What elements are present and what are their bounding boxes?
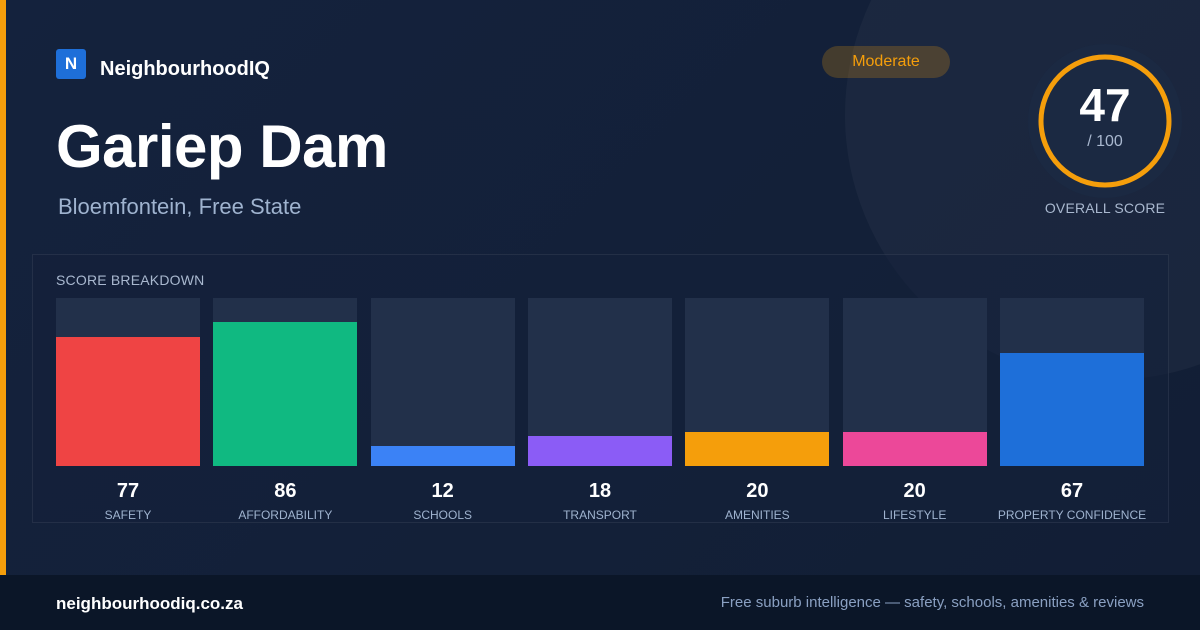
bar-label: AMENITIES	[724, 508, 790, 522]
brand: N NeighbourhoodIQ	[56, 46, 270, 81]
bar-label: PROPERTY CONFIDENCE	[997, 508, 1147, 522]
bar-track	[1000, 298, 1144, 466]
bar-track	[370, 298, 515, 466]
bar-value: 20	[903, 480, 926, 502]
bar-fill	[1000, 353, 1144, 466]
overall-score-denominator: / 100	[1087, 133, 1123, 150]
bar-label: AFFORDABILITY	[238, 508, 333, 522]
bar-column-schools: 12 SCHOOLS	[370, 298, 515, 524]
bar-track	[685, 298, 830, 466]
bar-value: 20	[746, 480, 769, 502]
bar-value: 77	[116, 480, 140, 502]
bar-fill	[56, 337, 200, 466]
bar-column-amenities: 20 AMENITIES	[685, 298, 830, 524]
footer-url: neighbourhoodiq.co.za	[56, 594, 243, 613]
bar-track	[56, 298, 200, 466]
brand-name: NeighbourhoodIQ	[100, 58, 270, 80]
overall-score-value: 47	[1079, 79, 1131, 131]
bar-column-affordability: 86 AFFORDABILITY	[213, 298, 358, 524]
accent-bar	[0, 0, 6, 575]
bar-value: 67	[1060, 480, 1084, 502]
bar-value: 18	[588, 480, 612, 502]
bar-value: 12	[431, 480, 454, 502]
bar-fill	[685, 432, 830, 466]
share-card: N NeighbourhoodIQ Gariep Dam Bloemfontei…	[0, 0, 1200, 575]
bar-track	[213, 298, 358, 466]
bar-value: 86	[274, 480, 297, 502]
bar-label: TRANSPORT	[563, 508, 637, 522]
suburb-subtitle: Bloemfontein, Free State	[58, 194, 302, 219]
score-breakdown-title: SCORE BREAKDOWN	[56, 272, 205, 288]
overall-score-label: OVERALL SCORE	[1044, 200, 1166, 216]
bar-fill	[370, 446, 515, 466]
score-breakdown-bars: 77 SAFETY 86 AFFORDABILITY 12 SCHOOLS 18 TRANSP…	[56, 298, 1146, 524]
bar-column-safety: 77 SAFETY	[56, 298, 200, 524]
bar-fill	[528, 436, 672, 466]
brand-logo-icon: N	[56, 48, 86, 79]
overall-score-gauge: 47 / 100	[1028, 44, 1182, 198]
footer-tagline: Free suburb intelligence — safety, schoo…	[720, 594, 1144, 611]
rating-badge: Moderate	[822, 46, 950, 78]
bar-label: LIFESTYLE	[882, 508, 947, 522]
bar-fill	[213, 322, 358, 466]
bar-fill	[842, 432, 987, 466]
bar-column-lifestyle: 20 LIFESTYLE	[842, 298, 987, 524]
bar-label: SCHOOLS	[413, 508, 472, 522]
bar-label: SAFETY	[104, 508, 152, 522]
footer: neighbourhoodiq.co.za Free suburb intell…	[0, 575, 1200, 630]
bar-track	[528, 298, 672, 466]
bar-column-property-confidence: 67 PROPERTY CONFIDENCE	[998, 298, 1146, 524]
bar-column-transport: 18 TRANSPORT	[528, 298, 672, 524]
suburb-title: Gariep Dam	[56, 113, 388, 180]
score-ring-icon	[1028, 44, 1182, 198]
bar-track	[842, 298, 987, 466]
